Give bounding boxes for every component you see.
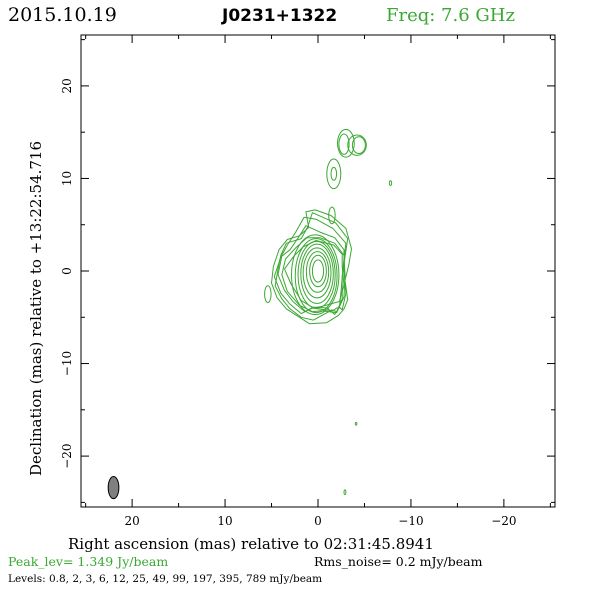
contour-blob <box>264 285 272 303</box>
y-tick-label: −20 <box>60 443 74 468</box>
y-tick-label: 20 <box>60 78 74 93</box>
contour-blob <box>343 489 347 496</box>
contour-line <box>294 238 338 314</box>
x-tick-label: −10 <box>398 514 423 528</box>
rms-noise-label: Rms_noise= 0.2 mJy/beam <box>314 554 483 569</box>
frequency-label: Freq: 7.6 GHz <box>386 5 515 26</box>
contour-line <box>291 234 340 315</box>
contour-line <box>302 247 332 299</box>
contour-blob <box>330 166 338 181</box>
contour-blob <box>388 180 393 186</box>
contour-blob <box>326 158 342 190</box>
x-tick-label: −20 <box>491 514 516 528</box>
observation-date: 2015.10.19 <box>8 4 117 26</box>
x-tick-label: 0 <box>314 514 322 528</box>
y-tick-label: 0 <box>60 267 74 275</box>
plot-frame <box>80 34 556 508</box>
axis-ticks: 20 10 0 −10 −20 20 10 0 −10 −20 <box>60 35 555 528</box>
y-tick-label: −10 <box>60 351 74 376</box>
contour-line <box>274 212 349 321</box>
x-tick-label: 20 <box>124 514 139 528</box>
beam-layer <box>107 475 120 500</box>
beam-ellipse <box>107 475 120 500</box>
contour-line <box>305 251 330 293</box>
source-name: J0231+1322 <box>221 6 337 26</box>
contour-blob <box>328 206 336 225</box>
contour-line <box>297 240 336 309</box>
contour-blob <box>354 421 358 426</box>
contour-line <box>273 216 347 315</box>
contour-line <box>271 209 352 325</box>
peak-level-label: Peak_lev= 1.349 Jy/beam <box>8 554 168 569</box>
contour-line <box>311 259 325 283</box>
contour-line <box>309 254 327 288</box>
contour-blob <box>338 133 350 155</box>
contour-blob <box>351 136 366 154</box>
y-tick-label: 10 <box>60 171 74 186</box>
x-axis-title: Right ascension (mas) relative to 02:31:… <box>68 535 434 553</box>
contour-blob <box>337 128 355 158</box>
contour-layer <box>264 128 393 496</box>
contour-levels-label: Levels: 0.8, 2, 3, 6, 12, 25, 49, 99, 19… <box>8 573 322 585</box>
contour-blob <box>347 134 367 156</box>
contour-line <box>300 243 334 304</box>
x-tick-label: 10 <box>217 514 232 528</box>
y-axis-title: Declination (mas) relative to +13:22:54.… <box>27 141 45 476</box>
